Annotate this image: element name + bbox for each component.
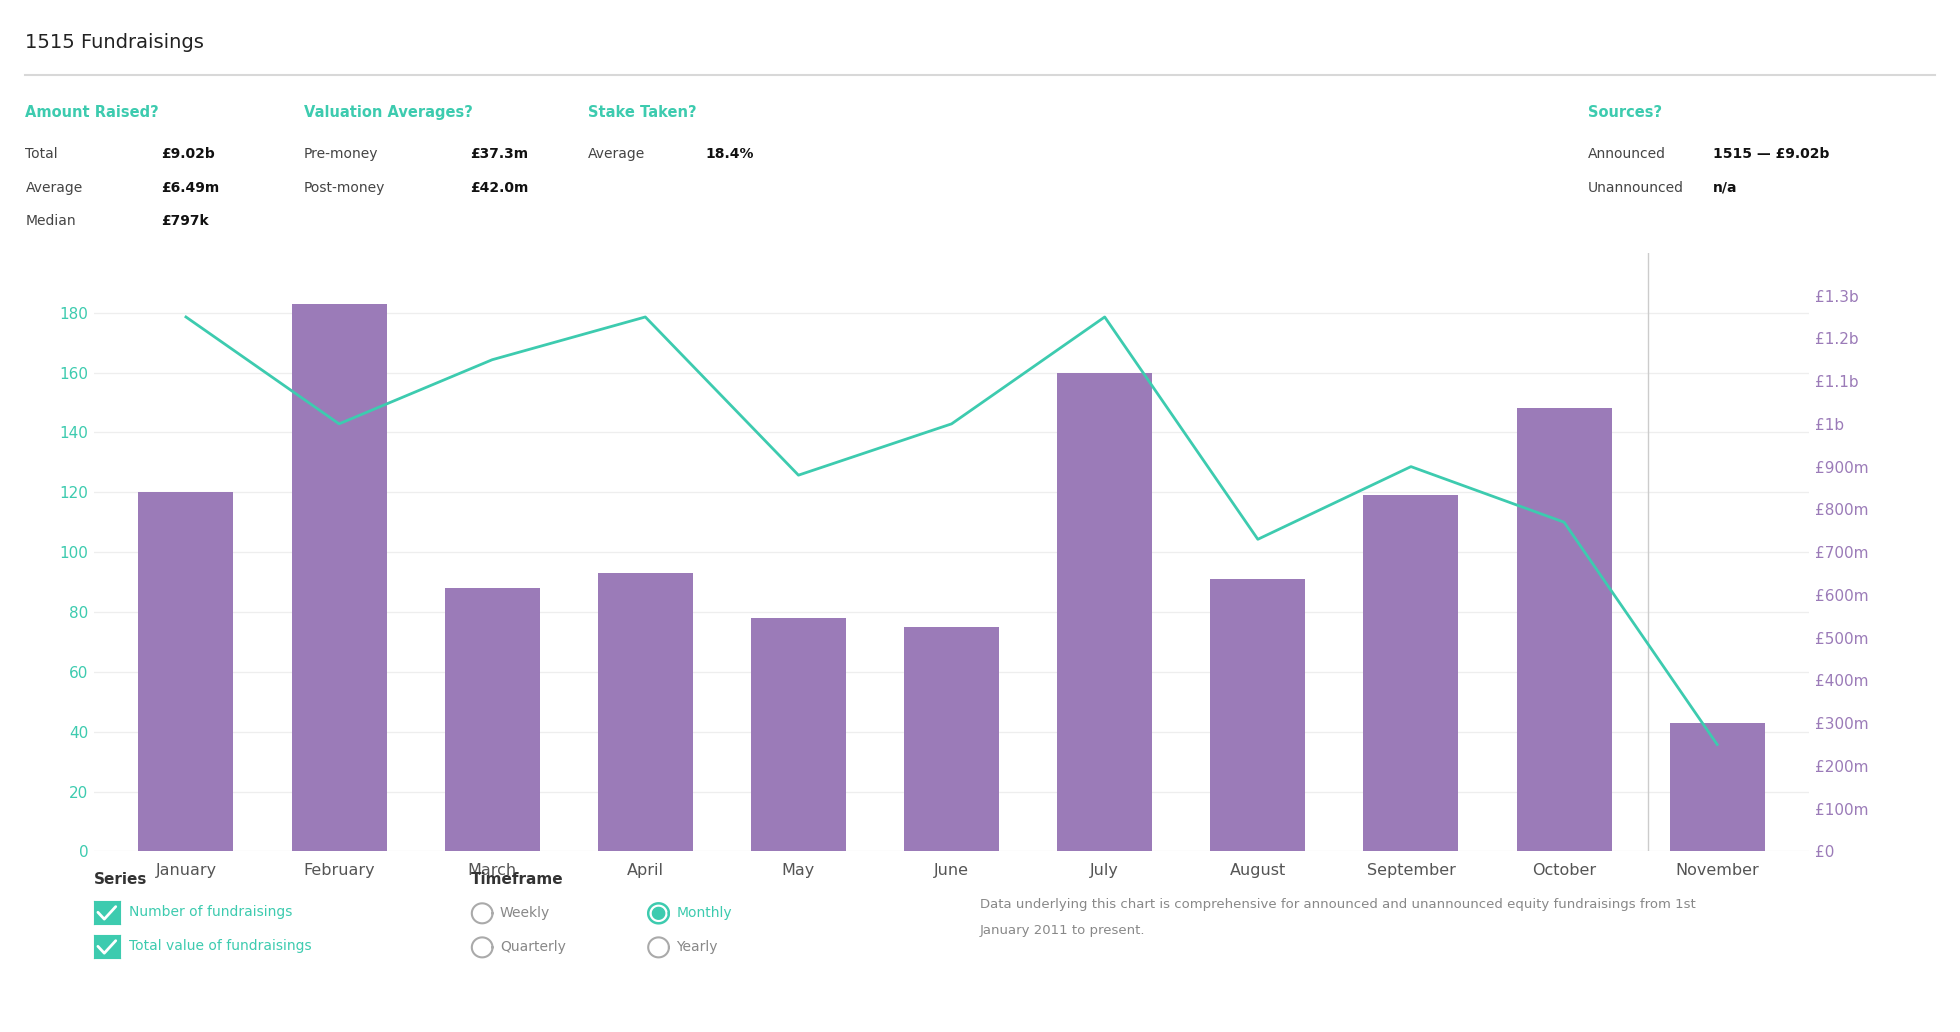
- Text: Amount Raised?: Amount Raised?: [25, 105, 159, 121]
- Bar: [139, 492, 233, 851]
- Text: Data underlying this chart is comprehensive for announced and unannounced equity: Data underlying this chart is comprehens…: [980, 898, 1695, 911]
- Text: Total value of fundraisings: Total value of fundraisings: [129, 939, 312, 954]
- Text: £6.49m: £6.49m: [161, 181, 220, 195]
- Text: Total: Total: [25, 147, 59, 161]
- Text: 1515 — £9.02b: 1515 — £9.02b: [1713, 147, 1829, 161]
- Bar: [904, 627, 1000, 851]
- Text: Valuation Averages?: Valuation Averages?: [304, 105, 472, 121]
- Text: Announced: Announced: [1588, 147, 1666, 161]
- Text: n/a: n/a: [1713, 181, 1737, 195]
- Text: Number of fundraisings: Number of fundraisings: [129, 905, 292, 920]
- Bar: [1364, 495, 1458, 851]
- Text: £797k: £797k: [161, 214, 208, 228]
- Text: Pre-money: Pre-money: [304, 147, 378, 161]
- Text: Median: Median: [25, 214, 76, 228]
- Bar: [292, 303, 386, 851]
- Bar: [598, 573, 692, 851]
- Text: Stake Taken?: Stake Taken?: [588, 105, 696, 121]
- Text: £37.3m: £37.3m: [470, 147, 529, 161]
- Text: Timeframe: Timeframe: [470, 872, 563, 888]
- Text: Quarterly: Quarterly: [500, 940, 566, 955]
- Text: £42.0m: £42.0m: [470, 181, 529, 195]
- Bar: [1211, 579, 1305, 851]
- Text: Weekly: Weekly: [500, 906, 551, 921]
- Bar: [1517, 409, 1611, 851]
- Text: Series: Series: [94, 872, 147, 888]
- Text: Yearly: Yearly: [676, 940, 717, 955]
- Text: Unannounced: Unannounced: [1588, 181, 1684, 195]
- Text: £9.02b: £9.02b: [161, 147, 214, 161]
- Text: 1515 Fundraisings: 1515 Fundraisings: [25, 33, 204, 52]
- Text: Average: Average: [588, 147, 645, 161]
- Bar: [445, 588, 539, 851]
- Text: Monthly: Monthly: [676, 906, 731, 921]
- Text: 18.4%: 18.4%: [706, 147, 755, 161]
- Bar: [1056, 373, 1152, 851]
- Bar: [751, 618, 847, 851]
- Text: January 2011 to present.: January 2011 to present.: [980, 924, 1145, 937]
- Text: Average: Average: [25, 181, 82, 195]
- Bar: [1670, 722, 1764, 851]
- Text: Post-money: Post-money: [304, 181, 386, 195]
- Polygon shape: [653, 907, 664, 920]
- Text: Sources?: Sources?: [1588, 105, 1662, 121]
